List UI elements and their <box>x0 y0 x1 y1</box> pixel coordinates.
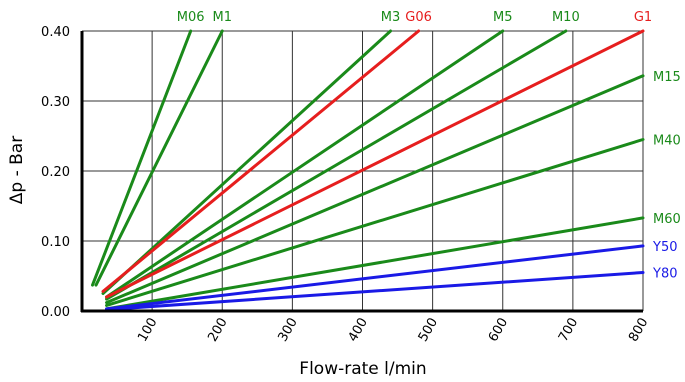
series-label-m1: M1 <box>213 10 233 25</box>
series-line-y50 <box>105 244 645 311</box>
series-line-m15 <box>105 74 645 305</box>
x-tick-label: 600 <box>486 316 511 345</box>
series-line-m3 <box>101 29 393 295</box>
series-label-g1: G1 <box>634 10 652 25</box>
series-label-m5: M5 <box>493 10 513 25</box>
x-tick-label: 700 <box>556 316 581 345</box>
x-tick-labels: 100 200 300 400 500 600 700 800 <box>135 316 651 345</box>
x-tick-label: 500 <box>416 316 441 345</box>
series-label-g06: G06 <box>405 10 432 25</box>
series-label-m3: M3 <box>381 10 401 25</box>
series-label-m10: M10 <box>552 10 580 25</box>
y-axis-label: Δp - Bar <box>7 136 27 204</box>
series-label-m60: M60 <box>653 212 681 227</box>
series-line-g06 <box>101 29 421 293</box>
series-label-y80: Y80 <box>652 267 677 282</box>
series-line-m40 <box>105 138 645 307</box>
x-tick-label: 800 <box>626 316 651 345</box>
series-line-m06 <box>91 29 193 287</box>
y-tick-label: 0.40 <box>41 25 70 40</box>
series-label-y50: Y50 <box>652 240 677 255</box>
series-label-m06: M06 <box>177 10 205 25</box>
series-line-m5 <box>105 29 505 299</box>
series-line-y80 <box>105 271 645 312</box>
y-tick-label: 0.00 <box>41 305 70 320</box>
series-labels: M06 M1 M3 G06 M5 M10 G1 M15 M40 M60 Y50 Y80 <box>177 10 681 282</box>
y-tick-label: 0.20 <box>41 165 70 180</box>
series-line-g1 <box>105 29 645 299</box>
x-tick-label: 400 <box>346 316 371 345</box>
x-tick-label: 300 <box>275 316 300 345</box>
series-line-m60 <box>105 216 645 311</box>
series-line-m10 <box>105 29 568 301</box>
axes <box>80 31 643 313</box>
series-label-m15: M15 <box>653 70 681 85</box>
y-tick-labels: 0.00 0.10 0.20 0.30 0.40 <box>41 25 70 320</box>
x-tick-label: 200 <box>205 316 230 345</box>
y-tick-label: 0.10 <box>41 235 70 250</box>
y-tick-label: 0.30 <box>41 95 70 110</box>
x-axis-label: Flow-rate l/min <box>299 359 426 379</box>
series-lines <box>91 29 645 312</box>
series-label-m40: M40 <box>653 134 681 149</box>
x-tick-label: 100 <box>135 316 160 345</box>
series-line-m1 <box>94 29 224 287</box>
